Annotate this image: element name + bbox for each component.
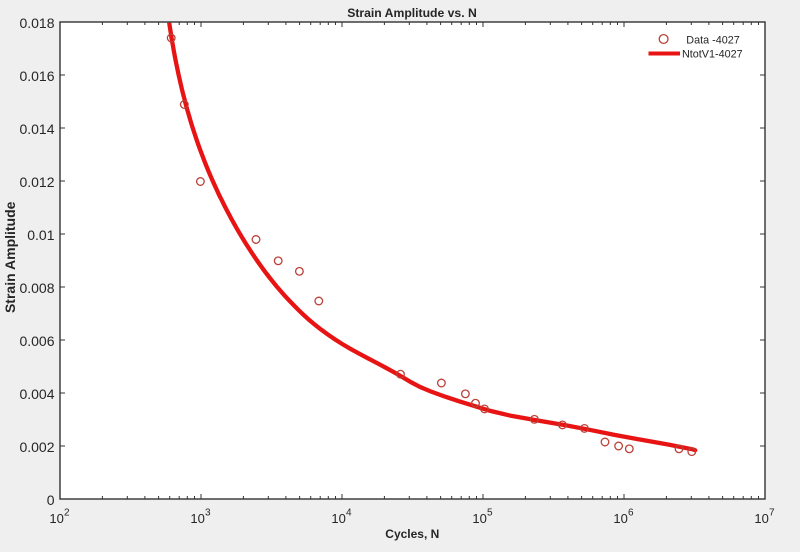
- svg-text:6: 6: [628, 508, 634, 519]
- svg-text:0.018: 0.018: [19, 15, 54, 31]
- svg-text:3: 3: [205, 508, 211, 519]
- svg-text:Strain Amplitude vs. N: Strain Amplitude vs. N: [347, 6, 477, 20]
- svg-text:Strain Amplitude: Strain Amplitude: [2, 201, 18, 313]
- svg-text:Cycles, N: Cycles, N: [385, 527, 439, 541]
- svg-text:4: 4: [346, 508, 352, 519]
- svg-text:0.008: 0.008: [19, 280, 54, 296]
- svg-text:Data -4027: Data -4027: [686, 35, 739, 47]
- svg-text:10: 10: [472, 511, 486, 526]
- svg-text:0.004: 0.004: [19, 386, 54, 402]
- svg-text:7: 7: [769, 508, 775, 519]
- svg-text:10: 10: [331, 511, 345, 526]
- svg-text:0.014: 0.014: [19, 121, 54, 137]
- svg-text:0.016: 0.016: [19, 68, 54, 84]
- svg-text:10: 10: [754, 511, 768, 526]
- svg-text:2: 2: [64, 508, 70, 519]
- svg-text:10: 10: [190, 511, 204, 526]
- svg-text:5: 5: [487, 508, 493, 519]
- svg-text:10: 10: [613, 511, 627, 526]
- svg-text:10: 10: [49, 511, 63, 526]
- svg-text:0.002: 0.002: [19, 439, 54, 455]
- svg-text:NtotV1-4027: NtotV1-4027: [682, 48, 743, 60]
- svg-text:0.012: 0.012: [19, 174, 54, 190]
- svg-text:0: 0: [47, 492, 55, 508]
- svg-text:0.006: 0.006: [19, 333, 54, 349]
- svg-text:0.01: 0.01: [27, 227, 54, 243]
